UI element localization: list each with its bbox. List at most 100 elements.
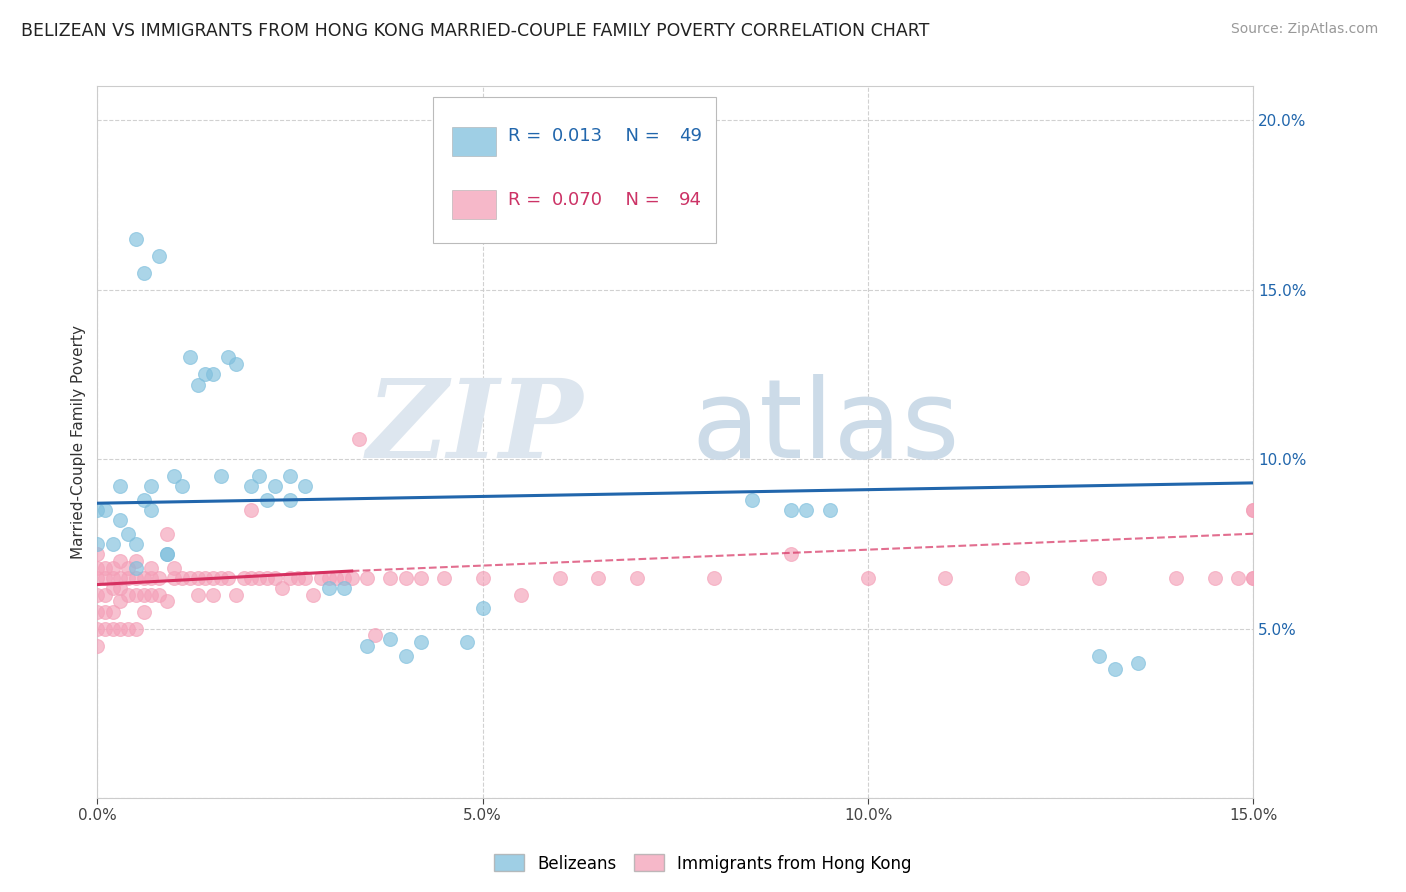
Point: [209, 571, 232, 585]
Point: [217, 571, 239, 585]
Point: [125, 232, 148, 246]
Point: [86, 560, 108, 574]
Point: [588, 571, 610, 585]
Text: R =: R =: [508, 191, 547, 209]
Point: [256, 571, 278, 585]
Point: [263, 571, 285, 585]
Point: [86, 622, 108, 636]
Point: [278, 492, 301, 507]
Point: [703, 571, 725, 585]
Point: [380, 571, 402, 585]
Text: 0.070: 0.070: [551, 191, 603, 209]
Text: N =: N =: [614, 191, 665, 209]
Point: [287, 571, 309, 585]
Point: [125, 622, 148, 636]
Point: [86, 503, 108, 517]
Point: [141, 560, 163, 574]
Point: [1088, 648, 1111, 663]
Y-axis label: Married-Couple Family Poverty: Married-Couple Family Poverty: [72, 326, 86, 559]
Point: [356, 639, 378, 653]
Point: [110, 594, 132, 608]
Point: [141, 503, 163, 517]
Point: [110, 554, 132, 568]
Point: [117, 588, 139, 602]
Point: [101, 622, 124, 636]
Point: [141, 571, 163, 585]
Point: [409, 571, 432, 585]
Point: [172, 571, 194, 585]
Point: [741, 492, 763, 507]
Point: [101, 537, 124, 551]
Point: [278, 469, 301, 483]
Point: [148, 571, 170, 585]
Point: [1088, 571, 1111, 585]
Point: [349, 432, 371, 446]
Point: [433, 571, 456, 585]
Point: [209, 469, 232, 483]
Point: [117, 571, 139, 585]
Point: [626, 571, 648, 585]
Point: [117, 526, 139, 541]
Point: [110, 513, 132, 527]
Point: [132, 605, 155, 619]
Point: [156, 547, 179, 561]
Point: [780, 547, 803, 561]
Point: [94, 588, 117, 602]
Point: [86, 537, 108, 551]
Point: [240, 503, 263, 517]
Point: [94, 622, 117, 636]
Point: [132, 571, 155, 585]
Point: [456, 635, 478, 649]
Point: [548, 571, 571, 585]
Point: [340, 571, 363, 585]
Text: 0.013: 0.013: [551, 127, 603, 145]
Point: [225, 357, 247, 371]
Point: [380, 632, 402, 646]
Point: [364, 628, 387, 642]
Point: [172, 479, 194, 493]
Point: [1011, 571, 1033, 585]
Point: [486, 198, 509, 212]
Point: [148, 588, 170, 602]
Point: [132, 492, 155, 507]
Text: 49: 49: [679, 127, 702, 145]
Point: [325, 571, 347, 585]
Point: [125, 537, 148, 551]
Point: [156, 594, 179, 608]
Point: [110, 571, 132, 585]
Point: [186, 377, 208, 392]
Point: [294, 571, 316, 585]
Text: atlas: atlas: [692, 375, 960, 482]
Point: [163, 571, 186, 585]
Point: [86, 605, 108, 619]
Point: [856, 571, 879, 585]
Point: [318, 581, 340, 595]
Point: [225, 588, 247, 602]
Point: [240, 571, 263, 585]
Point: [395, 571, 418, 585]
Bar: [453, 190, 496, 219]
Text: 94: 94: [679, 191, 702, 209]
Point: [780, 503, 803, 517]
Bar: [453, 127, 496, 155]
Point: [333, 581, 356, 595]
Point: [186, 588, 208, 602]
Point: [163, 560, 186, 574]
Point: [271, 581, 294, 595]
Point: [86, 639, 108, 653]
Point: [148, 249, 170, 263]
Point: [110, 479, 132, 493]
Text: Source: ZipAtlas.com: Source: ZipAtlas.com: [1230, 22, 1378, 37]
Point: [179, 351, 201, 365]
Point: [318, 571, 340, 585]
Point: [1241, 571, 1264, 585]
Point: [302, 588, 325, 602]
Point: [86, 547, 108, 561]
Point: [1204, 571, 1226, 585]
Point: [247, 469, 270, 483]
Point: [409, 635, 432, 649]
Point: [309, 571, 332, 585]
Text: R =: R =: [508, 127, 547, 145]
Point: [471, 571, 494, 585]
Point: [1227, 571, 1250, 585]
